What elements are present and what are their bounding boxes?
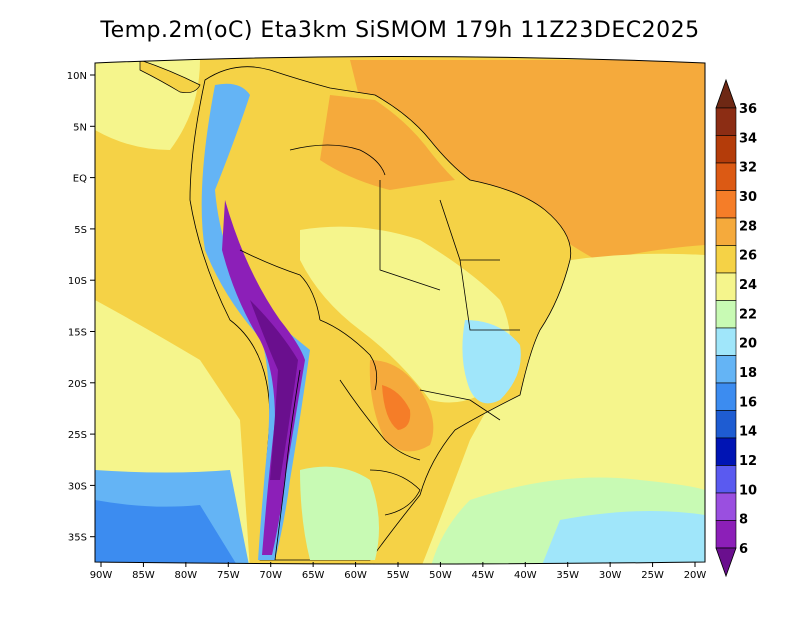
border-brazil-states-4 bbox=[419, 389, 501, 421]
colorbar-label: 6 bbox=[739, 542, 748, 557]
colorbar-label: 32 bbox=[739, 161, 757, 176]
lon-tick-label: 55W bbox=[387, 570, 410, 581]
longitude-axis: 90W 85W 80W 75W 70W 65W 60W 55W 50W 45W 40W 35W 30W 2… bbox=[90, 562, 707, 581]
colorbar-swatch bbox=[715, 465, 737, 494]
border-brazil-venezuela bbox=[289, 144, 386, 176]
lat-tick-label: EQ bbox=[73, 174, 87, 185]
colorbar-swatch bbox=[715, 107, 737, 136]
land-mild-central bbox=[300, 226, 510, 403]
lat-tick-label: 30S bbox=[68, 481, 87, 492]
colorbar-arrow-top bbox=[715, 78, 737, 109]
lat-tick-label: 15S bbox=[68, 328, 87, 339]
colorbar-label: 28 bbox=[739, 219, 757, 234]
lon-tick-label: 70W bbox=[259, 570, 282, 581]
border-brazil-states-3 bbox=[459, 259, 520, 331]
colorbar-swatch bbox=[715, 272, 737, 301]
lon-tick-label: 50W bbox=[429, 570, 452, 581]
colorbar-label: 12 bbox=[739, 454, 757, 469]
lon-tick-label: 80W bbox=[175, 570, 198, 581]
colorbar-swatch bbox=[715, 135, 737, 164]
colorbar-label: 10 bbox=[739, 483, 757, 498]
lon-tick-label: 40W bbox=[514, 570, 537, 581]
colorbar-label: 14 bbox=[739, 425, 757, 440]
colorbar-label: 34 bbox=[739, 131, 757, 146]
latitude-axis: 10N 5N EQ 5S 10S 15S 20S 25S 30S 35S bbox=[67, 71, 95, 544]
colorbar-swatch bbox=[715, 520, 737, 549]
andes-coldest bbox=[250, 300, 298, 480]
lon-tick-label: 75W bbox=[217, 570, 240, 581]
lon-tick-label: 30W bbox=[599, 570, 622, 581]
colorbar-swatch bbox=[715, 300, 737, 329]
lon-tick-label: 65W bbox=[302, 570, 325, 581]
lat-tick-label: 10N bbox=[67, 71, 87, 82]
border-brazil-states-1 bbox=[379, 180, 441, 291]
lon-tick-label: 90W bbox=[90, 570, 113, 581]
colorbar-label: 26 bbox=[739, 249, 757, 264]
ocean-cooler-south-pacific bbox=[95, 500, 240, 564]
lat-tick-label: 5N bbox=[73, 122, 87, 133]
colorbar-swatch bbox=[715, 217, 737, 246]
colorbar-label: 20 bbox=[739, 337, 757, 352]
colorbar-label: 36 bbox=[739, 102, 757, 117]
border-brazil-peru bbox=[239, 249, 321, 321]
andes-cold-core bbox=[222, 200, 305, 555]
chart-title: Temp.2m(oC) Eta3km SiSMOM 179h 11Z23DEC2… bbox=[100, 18, 700, 43]
lon-tick-label: 45W bbox=[472, 570, 495, 581]
border-paraguay bbox=[339, 379, 421, 461]
lon-tick-label: 60W bbox=[344, 570, 367, 581]
land-cool-south bbox=[300, 466, 379, 560]
colorbar-swatch bbox=[715, 245, 737, 274]
country-borders bbox=[239, 144, 520, 561]
colorbar-swatch bbox=[715, 382, 737, 411]
colorbar-label: 22 bbox=[739, 307, 757, 322]
lat-tick-label: 20S bbox=[68, 379, 87, 390]
lat-tick-label: 35S bbox=[68, 533, 87, 544]
map-field bbox=[95, 56, 705, 564]
colorbar-swatch bbox=[715, 492, 737, 521]
colorbar-label: 16 bbox=[739, 395, 757, 410]
land-cool-se-brazil bbox=[462, 320, 521, 404]
lat-tick-label: 25S bbox=[68, 430, 87, 441]
colorbar-label: 18 bbox=[739, 366, 757, 381]
colorbar-swatch bbox=[715, 327, 737, 356]
colorbar-swatch bbox=[715, 190, 737, 219]
lat-tick-label: 5S bbox=[74, 225, 87, 236]
land-warm-amazon bbox=[320, 95, 455, 190]
colorbar-label: 8 bbox=[739, 513, 748, 528]
colorbar-label: 24 bbox=[739, 278, 757, 293]
colorbar-label: 30 bbox=[739, 190, 757, 205]
colorbar: 6 8 10 12 14 16 18 20 22 24 26 28 30 32 34 36 bbox=[715, 78, 757, 578]
border-brazil-bolivia bbox=[319, 319, 378, 391]
colorbar-arrow-bottom bbox=[715, 547, 737, 578]
lon-tick-label: 20W bbox=[684, 570, 707, 581]
border-uruguay bbox=[369, 469, 421, 516]
land-hottest-core bbox=[382, 385, 411, 430]
lat-tick-label: 10S bbox=[68, 276, 87, 287]
central-america bbox=[139, 59, 201, 94]
lon-tick-label: 35W bbox=[556, 570, 579, 581]
map-frame bbox=[94, 56, 706, 565]
colorbar-swatch bbox=[715, 355, 737, 384]
border-argentina-chile bbox=[274, 369, 301, 561]
lon-tick-label: 25W bbox=[641, 570, 664, 581]
ocean-warm-atlantic bbox=[350, 60, 705, 262]
colorbar-swatch bbox=[715, 437, 737, 466]
colorbar-swatch bbox=[715, 410, 737, 439]
colorbar-swatch bbox=[715, 162, 737, 191]
ocean-cooler-south-atlantic bbox=[540, 511, 705, 564]
lon-tick-label: 85W bbox=[132, 570, 155, 581]
